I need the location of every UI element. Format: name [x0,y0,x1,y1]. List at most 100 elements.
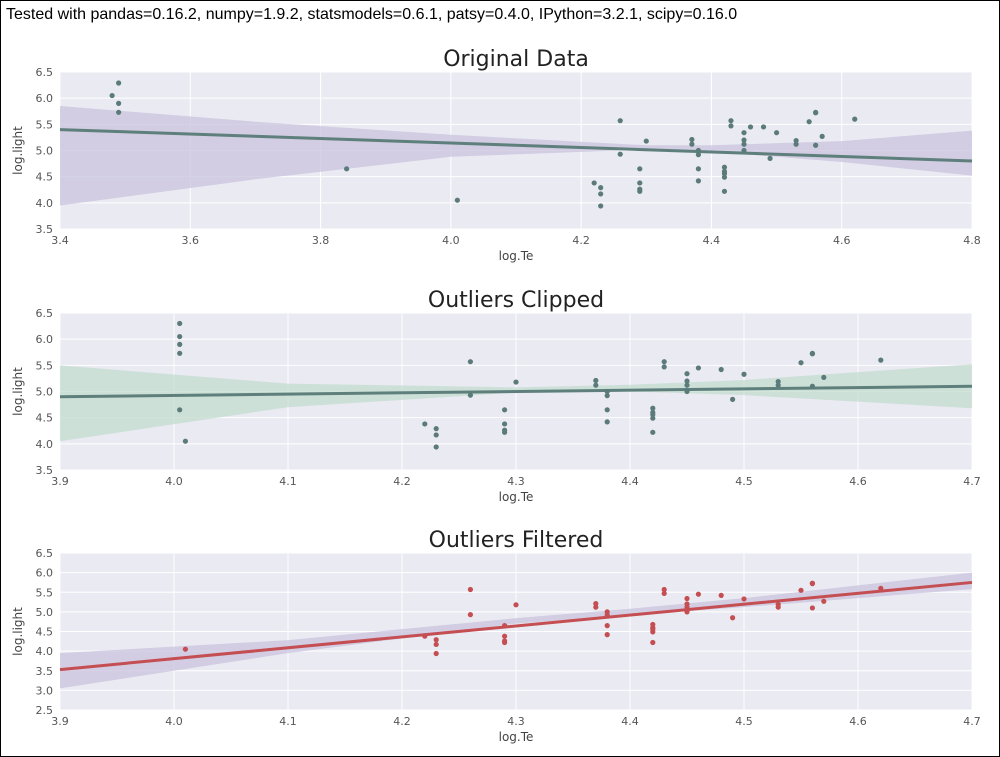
x-tick-label: 3.4 [51,234,69,247]
data-point [422,421,428,427]
data-point [775,378,781,385]
data-point [695,147,702,154]
x-tick-label: 4.1 [279,715,297,728]
data-point [422,633,428,639]
data-point [513,379,519,385]
chart-title: Outliers Filtered [429,528,604,553]
data-point [513,602,519,608]
data-point [661,359,667,365]
y-tick-label: 4.0 [36,645,54,658]
data-point [502,633,508,639]
x-tick-label: 4.7 [963,715,981,728]
data-point [433,432,439,438]
y-tick-label: 6.0 [36,333,54,346]
regression-line [59,384,973,399]
data-point [689,141,695,147]
y-tick-label: 5.5 [36,359,54,372]
data-point [177,333,183,340]
regression-line [59,580,973,672]
chart-title: Outliers Clipped [428,288,604,313]
data-point [591,180,597,186]
y-axis-label: log.light [11,607,25,656]
data-point [806,119,812,125]
data-point [684,388,690,395]
x-tick-label: 4.8 [963,234,981,247]
x-tick-label: 4.7 [963,475,981,488]
data-point [177,320,183,327]
data-point [116,80,122,86]
x-tick-label: 4.4 [621,475,639,488]
data-point [809,605,816,611]
x-tick-label: 4.0 [442,234,460,247]
data-point [593,377,599,384]
y-tick-label: 6.0 [36,567,54,580]
y-tick-label: 3.5 [36,665,54,678]
data-point [598,203,604,209]
data-point [718,592,724,598]
data-point [637,188,643,194]
y-tick-label: 3.5 [36,223,54,236]
data-point [598,191,604,197]
x-tick-label: 3.6 [182,234,200,247]
chart-panel-2: 3.9 4.0 4.1 4.2 4.3 4.4 4.5 4.6 4.7 3.5 4.0 4.5 5.0 5… [11,288,981,504]
data-point [604,612,610,618]
data-point [598,185,604,191]
data-point [650,415,656,421]
data-point [878,585,884,591]
x-axis-label: log.Te [499,490,534,504]
chart-panel-1: 3.4 3.6 3.8 4.0 4.2 4.4 4.6 4.8 3.5 4.0 4.5 5.0 5.5 6… [11,47,981,263]
y-tick-label: 5.0 [36,386,54,399]
data-point [798,587,804,593]
data-point [182,438,188,444]
data-point [433,650,439,657]
data-point [502,623,508,629]
data-point [467,586,473,593]
data-point [593,604,599,610]
data-point [661,586,667,593]
data-point [767,155,773,161]
data-point [637,180,643,186]
y-tick-label: 3.5 [36,464,54,477]
data-point [433,641,439,648]
data-point [695,166,702,172]
data-point [741,596,747,602]
data-point [433,426,439,432]
x-tick-label: 4.3 [507,715,525,728]
data-point [760,124,767,130]
data-point [809,581,816,587]
data-point [650,429,656,435]
data-point [502,639,508,646]
x-tick-label: 4.4 [621,715,639,728]
data-point [604,407,610,413]
data-point [650,629,656,635]
data-point [502,421,508,427]
y-tick-label: 4.0 [36,438,54,451]
data-point [661,590,667,597]
data-point [650,639,656,646]
x-tick-label: 4.2 [393,475,411,488]
data-point [502,407,508,413]
data-point [182,646,188,652]
data-point [730,615,736,621]
data-point [684,382,690,388]
data-point [177,407,183,413]
x-tick-label: 4.0 [165,715,183,728]
data-point [177,350,183,356]
data-point [433,637,439,643]
data-point [637,166,643,172]
x-tick-label: 4.6 [849,715,867,728]
y-tick-label: 4.5 [36,626,54,639]
data-point [813,110,819,116]
data-point [747,124,754,130]
data-point [661,364,667,370]
confidence-band [60,106,972,206]
data-point [454,197,460,203]
data-point [689,136,695,143]
regression-line [59,128,973,163]
y-axis-label: log.light [11,126,25,175]
x-tick-label: 4.3 [507,475,525,488]
data-point [684,378,690,384]
data-point [793,137,799,144]
data-point [721,170,728,177]
